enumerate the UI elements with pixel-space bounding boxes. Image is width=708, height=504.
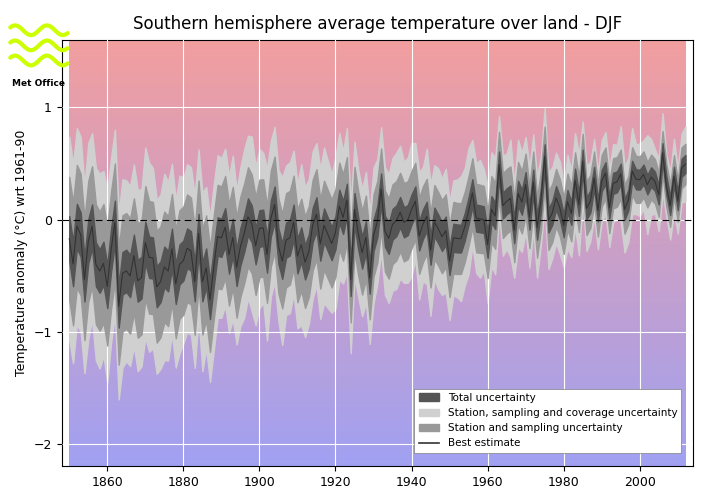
Legend: Total uncertainty, Station, sampling and coverage uncertainty, Station and sampl: Total uncertainty, Station, sampling and…	[414, 389, 682, 453]
Y-axis label: Temperature anomaly (°C) wrt 1961-90: Temperature anomaly (°C) wrt 1961-90	[15, 130, 28, 376]
Text: Met Office: Met Office	[13, 79, 65, 88]
Title: Southern hemisphere average temperature over land - DJF: Southern hemisphere average temperature …	[133, 15, 622, 33]
